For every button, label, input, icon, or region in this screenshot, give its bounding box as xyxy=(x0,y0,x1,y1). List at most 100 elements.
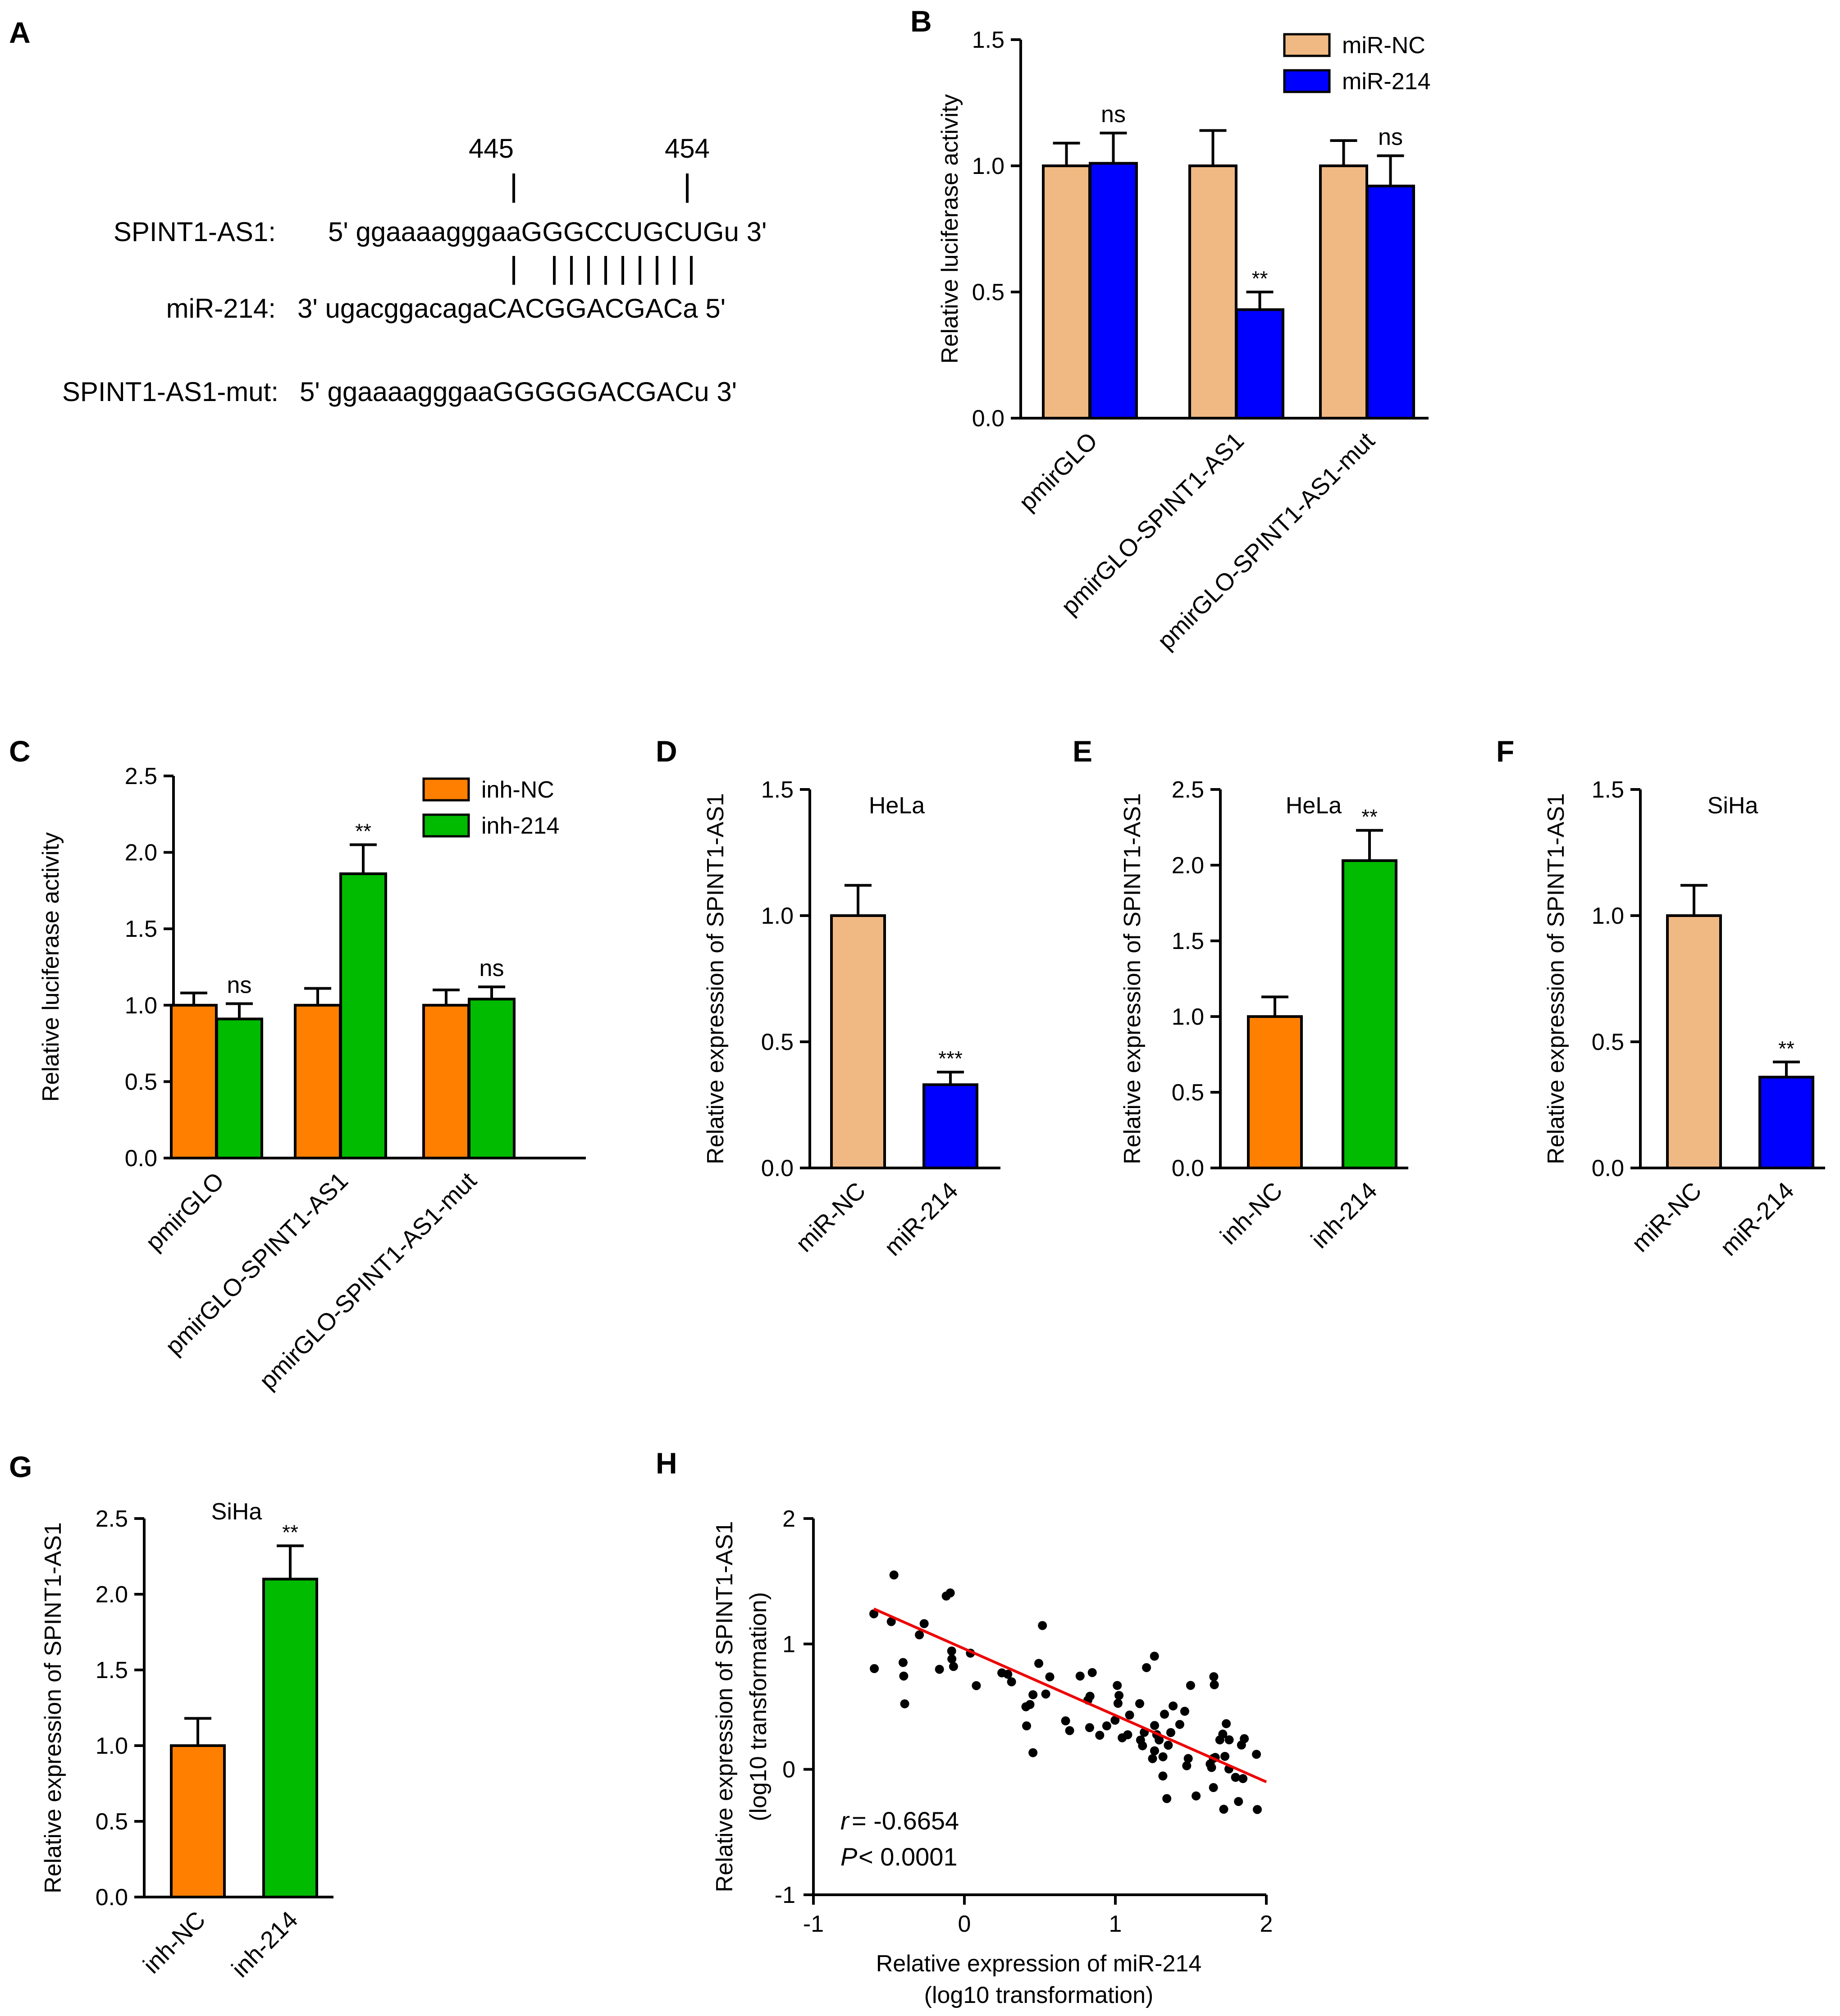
scatter-point xyxy=(898,1658,908,1667)
scatter-point xyxy=(1142,1663,1151,1672)
scatter-point xyxy=(869,1609,879,1619)
scatter-point xyxy=(935,1665,944,1674)
significance-ns: ns xyxy=(479,955,504,981)
scatter-point xyxy=(1219,1805,1228,1814)
bar-mir-nc xyxy=(830,914,886,1169)
panel-c: C 0.0 0.5 1.0 1.5 2.0 2.5 Relative luciferase a… xyxy=(9,734,586,1395)
scatter-point xyxy=(1158,1752,1168,1761)
legend-label: inh-214 xyxy=(481,813,559,839)
x-category-label: pmirGLO xyxy=(141,1167,229,1256)
y-tick-label: 1.0 xyxy=(96,1733,128,1759)
y-tick-label: 0.0 xyxy=(1592,1155,1624,1181)
scatter-point xyxy=(1028,1748,1038,1757)
scatter-point xyxy=(1041,1689,1050,1699)
scatter-point xyxy=(1102,1721,1111,1731)
bar-inh-214 xyxy=(215,1017,263,1159)
y-tick-label: 0.0 xyxy=(761,1155,794,1181)
scatter-point xyxy=(870,1664,879,1674)
regression-line xyxy=(873,1607,1267,1783)
x-tick-label: 2 xyxy=(1260,1911,1273,1937)
scatter-point xyxy=(886,1617,896,1626)
y-tick-label: 2.0 xyxy=(125,840,157,866)
y-axis-label-line-2: (log10 transformation) xyxy=(745,1592,772,1821)
sequence-name: SPINT1-AS1-mut: xyxy=(62,377,279,407)
scatter-point xyxy=(1237,1740,1246,1750)
r-value: = -0.6654 xyxy=(852,1806,959,1835)
y-tick-label: 0.0 xyxy=(972,406,1004,432)
scatter-point xyxy=(1022,1721,1032,1731)
bar-inh-nc xyxy=(170,1003,218,1160)
scatter-point xyxy=(1123,1730,1132,1739)
y-tick-label: 0.0 xyxy=(96,1884,128,1911)
chart-title: SiHa xyxy=(211,1499,262,1525)
scatter-point xyxy=(1150,1721,1160,1730)
sequence-text: 5' ggaaaagggaaGGGGGACGACu 3' xyxy=(300,377,737,407)
significance-stars: *** xyxy=(938,1047,963,1070)
panel-label-a: A xyxy=(9,16,31,49)
y-tick-label: 1.5 xyxy=(125,916,157,942)
scatter-point xyxy=(919,1619,929,1628)
scatter-point xyxy=(1061,1716,1070,1726)
sequence-name: SPINT1-AS1: xyxy=(114,217,276,247)
scatter-point xyxy=(1065,1726,1074,1735)
scatter-point xyxy=(1021,1702,1031,1711)
significance-stars: ** xyxy=(355,820,371,843)
scatter-point xyxy=(899,1671,909,1681)
scatter-point xyxy=(949,1662,958,1671)
scatter-point xyxy=(1075,1671,1085,1681)
scatter-point xyxy=(1136,1735,1145,1745)
x-category-label: pmirGLO-SPINT1-AS1-mut xyxy=(1152,427,1380,655)
scatter-point xyxy=(1148,1754,1157,1763)
x-category-label: inh-214 xyxy=(1306,1177,1383,1254)
bar-mir-214 xyxy=(1366,184,1415,420)
x-category-label: pmirGLO-SPINT1-AS1-mut xyxy=(254,1167,482,1395)
x-axis-label: Relative expression of miR-214 xyxy=(876,1951,1202,1977)
y-axis-label: Relative expression of SPINT1-AS1 xyxy=(703,793,729,1164)
x-category-label: miR-214 xyxy=(879,1177,963,1261)
legend-label: miR-NC xyxy=(1342,32,1425,59)
y-tick-label: 2.5 xyxy=(96,1506,128,1532)
bar-mir-nc xyxy=(1319,164,1368,420)
scatter-point xyxy=(1183,1754,1193,1763)
sequence-name: miR-214: xyxy=(166,293,276,324)
scatter-point xyxy=(1034,1659,1044,1668)
r-symbol: r xyxy=(840,1806,850,1835)
legend-swatch xyxy=(1283,69,1331,93)
position-label-454: 454 xyxy=(665,133,710,164)
legend-swatch xyxy=(422,777,470,802)
scatter-point xyxy=(972,1681,981,1690)
p-symbol: P xyxy=(840,1843,857,1871)
chart-title: HeLa xyxy=(1286,793,1342,819)
scatter-point xyxy=(1085,1723,1094,1733)
y-tick-label: 1.5 xyxy=(1592,777,1624,803)
x-category-label: inh-214 xyxy=(227,1906,303,1983)
scatter-point xyxy=(1150,1651,1159,1661)
scatter-point xyxy=(1224,1735,1234,1745)
y-axis-label: Relative luciferase activity xyxy=(38,832,64,1102)
scatter-point xyxy=(1114,1691,1124,1700)
scatter-point xyxy=(1222,1719,1231,1729)
x-category-label: inh-NC xyxy=(138,1906,210,1979)
y-axis-label: Relative expression of SPINT1-AS1 xyxy=(40,1522,66,1893)
panel-label-e: E xyxy=(1073,734,1092,768)
significance-stars: ** xyxy=(1361,805,1378,829)
y-tick-label: 0.5 xyxy=(761,1029,794,1055)
y-axis-label: Relative luciferase activity xyxy=(937,94,963,364)
scatter-point xyxy=(1164,1741,1173,1750)
y-tick-label: 2.0 xyxy=(1172,853,1204,879)
y-tick-label: 0.5 xyxy=(972,279,1004,306)
scatter-point xyxy=(947,1647,956,1656)
scatter-point xyxy=(1220,1751,1230,1761)
scatter-point xyxy=(1158,1771,1168,1781)
panel-h: H -1 0 1 2 -1 0 1 2 Relative expression of miR-21… xyxy=(656,1446,1273,2008)
y-tick-label: 2 xyxy=(782,1506,795,1532)
y-tick-label: 2.5 xyxy=(125,763,157,789)
significance-ns: ns xyxy=(1101,101,1126,128)
scatter-point xyxy=(1038,1621,1047,1630)
bar-mir-214 xyxy=(1089,162,1138,420)
panel-g: G 0.0 0.5 1.0 1.5 2.0 2.5 Relative expression o… xyxy=(9,1450,333,1983)
x-category-label: inh-NC xyxy=(1215,1177,1288,1250)
sequence-text: 3' ugacggacagaCACGGACGACa 5' xyxy=(297,293,726,324)
scatter-point xyxy=(1113,1699,1123,1708)
